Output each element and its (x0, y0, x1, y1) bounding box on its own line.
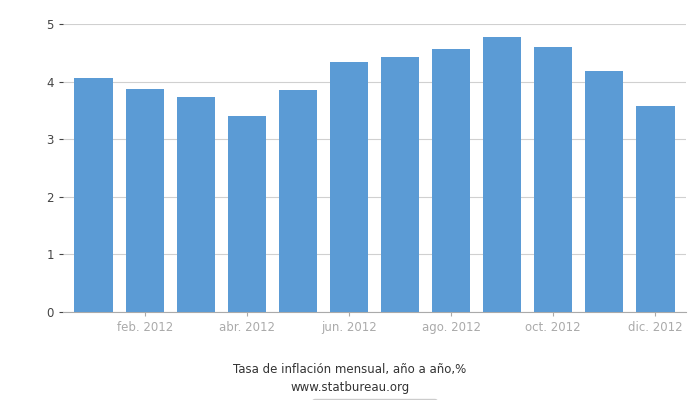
Bar (228, 116, 266, 312)
Legend: México, 2012: México, 2012 (312, 399, 437, 400)
Bar (125, 89, 164, 312)
Bar (176, 97, 215, 312)
Bar (74, 78, 113, 312)
Text: Tasa de inflación mensual, año a año,%: Tasa de inflación mensual, año a año,% (233, 364, 467, 376)
Bar (483, 37, 522, 312)
Bar (636, 106, 675, 312)
Bar (585, 71, 624, 312)
Bar (432, 49, 470, 312)
Bar (381, 58, 419, 312)
Bar (330, 62, 368, 312)
Text: www.statbureau.org: www.statbureau.org (290, 381, 410, 394)
Bar (534, 47, 573, 312)
Bar (279, 90, 317, 312)
